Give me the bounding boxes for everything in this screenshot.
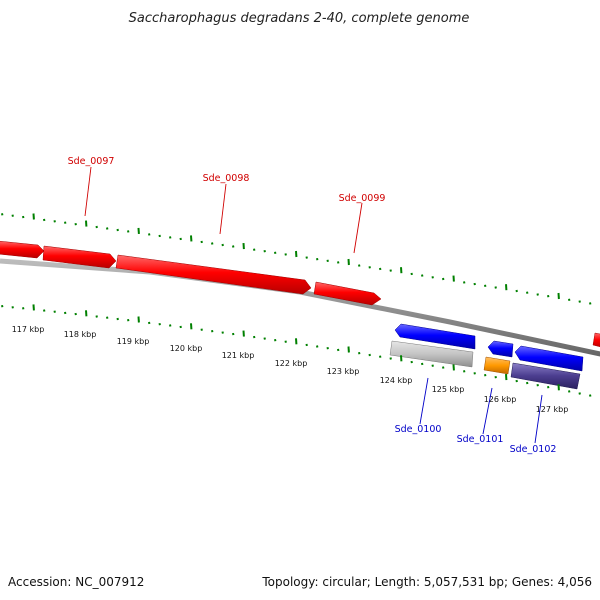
gene-label-sde-0101[interactable]: Sde_0101 [457,434,504,445]
leader-line [353,202,363,254]
kbp-label: 125 kbp [432,385,465,394]
gene-arrow[interactable] [394,323,476,350]
feature-grey-box[interactable] [389,340,474,368]
forward-tick-row [1,213,592,305]
accession-text: Accession: NC_007912 [8,575,144,589]
kbp-label: 121 kbp [222,351,255,360]
map-title: Saccharophagus degradans 2-40, complete … [129,11,470,26]
kbp-label: 124 kbp [380,376,413,385]
genome-backbone [0,258,600,357]
kbp-labels: 117 kbp 118 kbp 119 kbp 120 kbp 121 kbp … [12,325,569,414]
gene-arrow[interactable] [313,281,382,306]
feature-purple-box[interactable] [510,362,581,390]
gene-label-sde-0099[interactable]: Sde_0099 [339,193,386,204]
reverse-gene-labels: Sde_0100 Sde_0101 Sde_0102 [395,377,557,455]
forward-gene-labels: Sde_0097 Sde_0098 Sde_0099 [68,156,386,254]
reverse-tick-row [1,304,592,397]
topology-summary-text: Topology: circular; Length: 5,057,531 bp… [261,575,592,589]
kbp-label: 123 kbp [327,367,360,376]
gene-label-sde-0100[interactable]: Sde_0100 [395,424,442,435]
reverse-genes [389,323,584,390]
gene-label-sde-0098[interactable]: Sde_0098 [203,173,250,184]
kbp-label: 117 kbp [12,325,45,334]
leader-line [219,183,227,235]
leader-line [419,377,429,425]
forward-genes [0,240,600,348]
gene-arrow[interactable] [487,340,514,358]
leader-line [84,166,92,217]
kbp-label: 119 kbp [117,337,150,346]
feature-orange-box[interactable] [483,356,511,375]
gene-arrow[interactable] [0,240,45,259]
gene-arrow[interactable] [514,345,584,372]
gene-arrow[interactable] [42,245,117,269]
kbp-label: 122 kbp [275,359,308,368]
leader-line [534,394,543,444]
gene-arrow-partial[interactable] [592,332,600,348]
kbp-label: 118 kbp [64,330,97,339]
leader-line [482,387,493,435]
gene-arrow[interactable] [115,254,312,295]
kbp-label: 120 kbp [170,344,203,353]
gene-label-sde-0102[interactable]: Sde_0102 [510,444,557,455]
kbp-label: 126 kbp [484,395,517,404]
gene-label-sde-0097[interactable]: Sde_0097 [68,156,115,167]
kbp-label: 127 kbp [536,405,569,414]
